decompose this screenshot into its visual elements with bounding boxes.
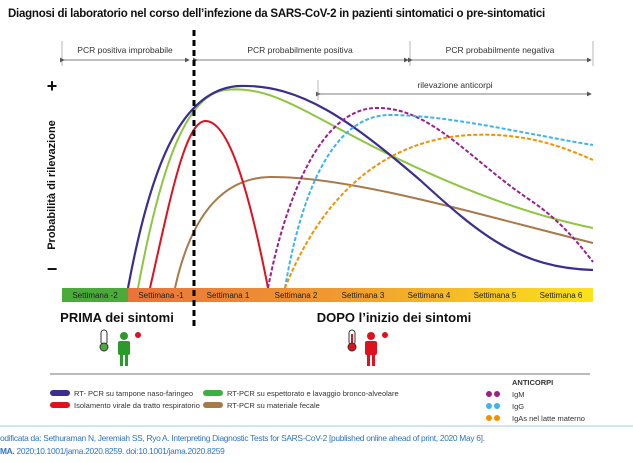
curve-sputum-pcr <box>137 88 594 289</box>
week-label: Settimana -2 <box>72 291 118 300</box>
curve-fecal-pcr <box>174 175 594 289</box>
legend-label: IgG <box>512 402 524 411</box>
citation: odificata da: Sethuraman N, Jeremiah SS,… <box>0 432 630 458</box>
week-label: Settimana 5 <box>474 291 517 300</box>
legend-label: Isolamento virale da tratto respiratorio <box>74 401 200 410</box>
antibody-title: ANTICORPI <box>512 378 553 387</box>
before-symptoms-label: PRIMA dei sintomi <box>60 310 174 325</box>
legend-label: IgM <box>512 390 525 399</box>
curve-nasopharyngeal-pcr <box>126 84 594 289</box>
week-label: Settimana 6 <box>540 291 583 300</box>
after-symptoms-label: DOPO l’inizio dei sintomi <box>317 310 472 325</box>
y-axis-label: Probabilità di rilevazione <box>46 120 58 250</box>
week-label: Settimana 4 <box>408 291 451 300</box>
phase-label: PCR probabilmente negativa <box>446 45 555 55</box>
week-label: Settimana 1 <box>207 291 250 300</box>
y-minus: − <box>47 259 58 279</box>
week-label: Settimana -1 <box>138 291 184 300</box>
diagram: PCR positiva improbabile PCR probabilmen… <box>0 30 633 427</box>
thermometer-low-icon <box>99 329 109 352</box>
curve-igg <box>284 113 594 289</box>
legend-label: IgAs nel latte materno <box>512 414 585 423</box>
citation-journal: MA. <box>0 446 15 456</box>
curve-igm <box>267 106 594 289</box>
phase-label: PCR positiva improbabile <box>77 45 173 55</box>
person-green-icon <box>118 332 141 366</box>
week-labels: Settimana -2 Settimana -1 Settimana 1 Se… <box>72 291 583 300</box>
curve-viral-isolation <box>149 119 269 289</box>
legend-label: RT-PCR su espettorato e lavaggio bronco-… <box>227 389 399 398</box>
legend-label: RT- PCR su tampone naso-faringeo <box>74 389 193 398</box>
legend-label: RT-PCR su materiale fecale <box>227 401 320 410</box>
curve-iga <box>284 133 594 289</box>
week-bar <box>128 288 593 302</box>
thermometer-high-icon <box>347 329 357 352</box>
week-label: Settimana 2 <box>275 291 318 300</box>
phase-label: PCR probabilmente positiva <box>247 45 353 55</box>
week-bar-green <box>62 288 128 302</box>
citation-line-2: 2020;10.1001/jama.2020.8259. doi:10.1001… <box>14 446 225 456</box>
citation-line-1: odificata da: Sethuraman N, Jeremiah SS,… <box>0 433 485 443</box>
antibody-window-label: rilevazione anticorpi <box>417 80 492 90</box>
diagram-title: Diagnosi di laboratorio nel corso dell’i… <box>8 8 545 20</box>
y-plus: + <box>47 76 58 96</box>
person-red-icon <box>365 332 388 366</box>
legend: RT- PCR su tampone naso-faringeo Isolame… <box>50 378 585 423</box>
week-label: Settimana 3 <box>342 291 385 300</box>
